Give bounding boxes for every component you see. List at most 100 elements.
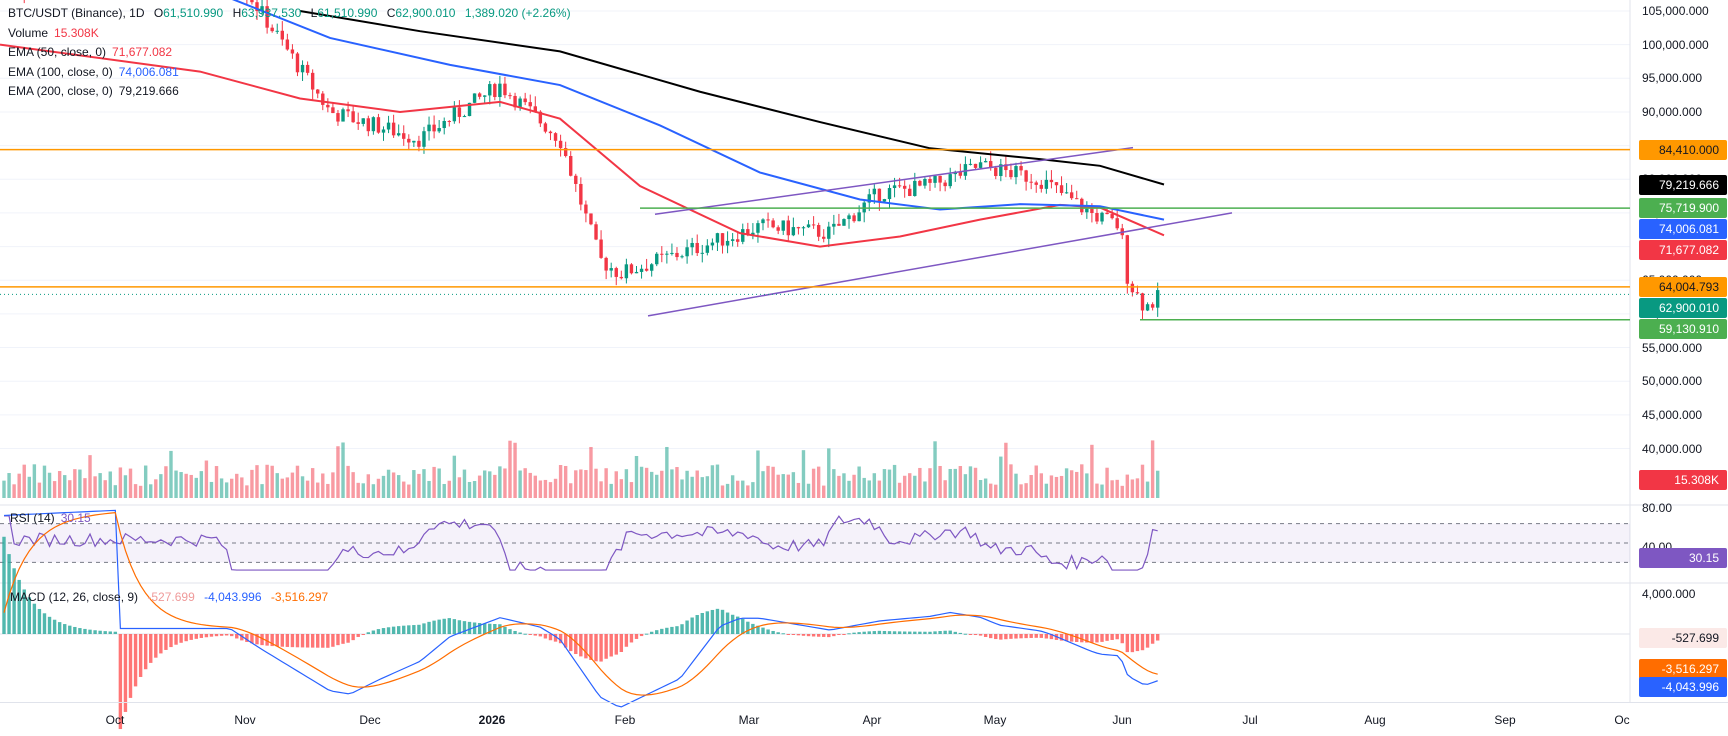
- macd-histogram-bar: [538, 634, 543, 637]
- volume-bar: [680, 479, 684, 498]
- macd-histogram-bar: [93, 630, 97, 634]
- volume-bar: [305, 480, 310, 498]
- macd-histogram-bar: [766, 629, 770, 634]
- candle-body: [983, 161, 988, 163]
- macd-histogram-bar: [822, 634, 826, 637]
- macd-histogram-bar: [523, 633, 527, 635]
- candle-body: [427, 124, 431, 132]
- volume-tag: 15.308K: [1639, 470, 1727, 490]
- price-axis-label: 100,000.000: [1642, 37, 1709, 52]
- macd-histogram-bar: [255, 634, 259, 645]
- macd-histogram-bar: [245, 634, 249, 642]
- macd-histogram-bar: [483, 623, 487, 634]
- macd-histogram-bar: [1130, 634, 1135, 653]
- macd-histogram-bar: [52, 619, 57, 634]
- candle-body: [867, 194, 871, 203]
- volume-bar: [204, 460, 209, 498]
- candle-body: [781, 220, 785, 231]
- candle-body: [250, 0, 254, 3]
- macd-histogram-bar: [670, 626, 674, 634]
- candle-body: [746, 229, 750, 235]
- candle-body: [1075, 198, 1079, 200]
- volume-bar: [1004, 442, 1008, 498]
- volume-bar: [265, 464, 269, 498]
- volume-bar: [1090, 444, 1094, 498]
- legend-volume[interactable]: Volume 15.308K: [8, 25, 99, 40]
- volume-bar: [483, 470, 487, 498]
- volume-bar: [1095, 483, 1099, 498]
- legend-ema50[interactable]: EMA (50, close, 0) 71,677.082: [8, 45, 173, 59]
- candle-body: [771, 220, 775, 228]
- macd-histogram-bar: [442, 618, 446, 634]
- price-axis-label: 40,000.000: [1642, 441, 1703, 456]
- volume-bar: [295, 465, 300, 498]
- volume-bar: [614, 471, 618, 498]
- legend-ema100[interactable]: EMA (100, close, 0) 74,006.081: [8, 64, 179, 79]
- macd-histogram-bar: [1090, 634, 1094, 643]
- candle-body: [1115, 218, 1119, 229]
- candle-body: [958, 171, 963, 176]
- candle-body: [963, 164, 968, 176]
- volume-bar: [948, 468, 952, 498]
- macd-histogram-bar: [341, 634, 345, 644]
- price-tag: 79,219.666: [1639, 174, 1727, 195]
- volume-bar: [761, 471, 765, 498]
- macd-histogram-bar: [391, 626, 396, 634]
- macd-histogram-bar: [928, 631, 932, 634]
- candle-body: [948, 174, 952, 187]
- macd-legend[interactable]: MACD (12, 26, close, 9) -527.699 -4,043.…: [10, 590, 329, 604]
- candle-body: [452, 107, 457, 122]
- candle-body: [1110, 214, 1114, 219]
- candle-body: [1095, 213, 1099, 222]
- time-axis-label: Dec: [359, 713, 381, 727]
- macd-histogram-bar: [983, 634, 988, 637]
- macd-histogram-bar: [346, 634, 350, 643]
- macd-histogram-bar: [73, 626, 77, 634]
- rsi-band: [0, 523, 1630, 563]
- volume-bar: [751, 482, 755, 498]
- candle-body: [816, 225, 821, 237]
- legend-ema200[interactable]: EMA (200, close, 0) 79,219.666: [8, 84, 179, 98]
- volume-bar: [725, 483, 730, 498]
- macd-histogram-bar: [665, 627, 669, 634]
- candle-body: [447, 121, 451, 123]
- volume-bar: [250, 469, 254, 498]
- volume-bar: [174, 470, 178, 498]
- macd-histogram-bar: [978, 634, 983, 636]
- candle-body: [725, 240, 730, 246]
- price-tag: 59,130.910: [1639, 318, 1727, 339]
- macd-histogram-bar: [361, 634, 365, 635]
- candle-body: [381, 129, 386, 133]
- macd-histogram-bar: [973, 634, 978, 636]
- candle-body: [928, 178, 932, 183]
- candle-body: [943, 182, 947, 187]
- macd-histogram-bar: [194, 634, 198, 639]
- rsi-legend[interactable]: RSI (14) 30.15: [10, 511, 91, 525]
- macd-histogram-bar: [629, 634, 634, 643]
- volume-bar: [316, 482, 320, 498]
- candle-body: [1140, 293, 1145, 311]
- macd-histogram-bar: [133, 634, 138, 687]
- symbol-title[interactable]: BTC/USDT (Binance), 1D: [8, 6, 145, 20]
- macd-histogram-bar: [599, 634, 603, 662]
- time-axis[interactable]: Oct Nov Dec 2026 Feb Mar Apr May Jun Jul Aug Sep Oc: [0, 702, 1728, 736]
- macd-histogram-bar: [371, 630, 376, 634]
- macd-histogram-bar: [1004, 634, 1008, 640]
- candle-body: [407, 138, 411, 143]
- candle-body: [690, 242, 694, 248]
- macd-histogram-bar: [462, 621, 467, 634]
- volume-bar: [685, 470, 689, 498]
- time-axis-label: Oc: [1614, 713, 1630, 727]
- candle-body: [1024, 170, 1028, 182]
- candle-body: [533, 106, 537, 112]
- candle-body: [1135, 292, 1140, 294]
- macd-histogram-bar: [563, 634, 568, 648]
- macd-histogram-bar: [88, 629, 92, 634]
- candle-body: [472, 93, 477, 103]
- volume-bar: [928, 468, 932, 498]
- volume-bar: [1059, 475, 1064, 498]
- symbol-row: BTC/USDT (Binance), 1D O61,510.990 H63,9…: [8, 4, 571, 24]
- macd-histogram-bar: [791, 634, 796, 635]
- volume-bar: [766, 465, 770, 498]
